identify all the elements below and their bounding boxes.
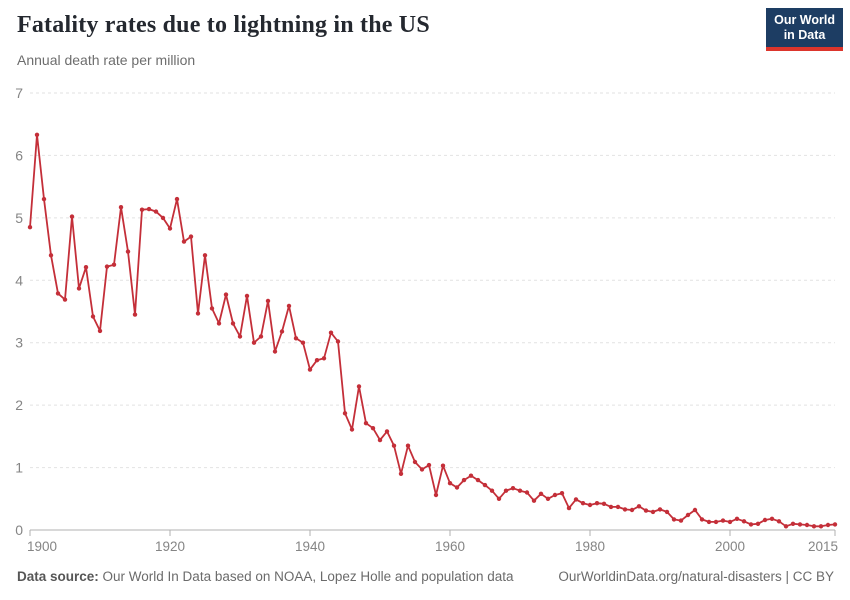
- owid-link[interactable]: OurWorldinData.org/natural-disasters | C…: [558, 569, 834, 584]
- svg-text:5: 5: [15, 210, 23, 226]
- data-source-label: Data source:: [17, 569, 99, 584]
- x-axis-labels: 1900 1920 1940 1960 1980 2000 2015: [27, 539, 838, 554]
- page-title: Fatality rates due to lightning in the U…: [17, 12, 430, 38]
- chart-subtitle: Annual death rate per million: [17, 52, 196, 68]
- svg-text:7: 7: [15, 85, 23, 101]
- svg-text:1960: 1960: [435, 539, 465, 554]
- owid-logo-line1: Our World: [774, 13, 835, 27]
- svg-text:4: 4: [15, 272, 23, 288]
- owid-logo-line2: in Data: [783, 28, 826, 42]
- svg-text:6: 6: [15, 147, 23, 163]
- svg-text:1980: 1980: [575, 539, 605, 554]
- data-source-text: Data source: Our World In Data based on …: [17, 569, 514, 584]
- data-source-detail: Our World In Data based on NOAA, Lopez H…: [98, 569, 514, 584]
- data-points: [27, 132, 838, 529]
- svg-text:1920: 1920: [155, 539, 185, 554]
- svg-text:2000: 2000: [715, 539, 745, 554]
- svg-text:2: 2: [15, 397, 23, 413]
- x-axis: [29, 529, 836, 536]
- svg-text:3: 3: [15, 335, 23, 351]
- y-axis-labels: 0 1 2 3 4 5 6 7: [15, 85, 23, 538]
- y-gridlines: [30, 92, 835, 469]
- svg-text:1940: 1940: [295, 539, 325, 554]
- svg-text:1900: 1900: [27, 539, 57, 554]
- svg-text:2015: 2015: [808, 539, 838, 554]
- svg-text:1: 1: [15, 460, 23, 476]
- svg-text:0: 0: [15, 522, 23, 538]
- owid-logo[interactable]: Our World in Data: [766, 8, 843, 51]
